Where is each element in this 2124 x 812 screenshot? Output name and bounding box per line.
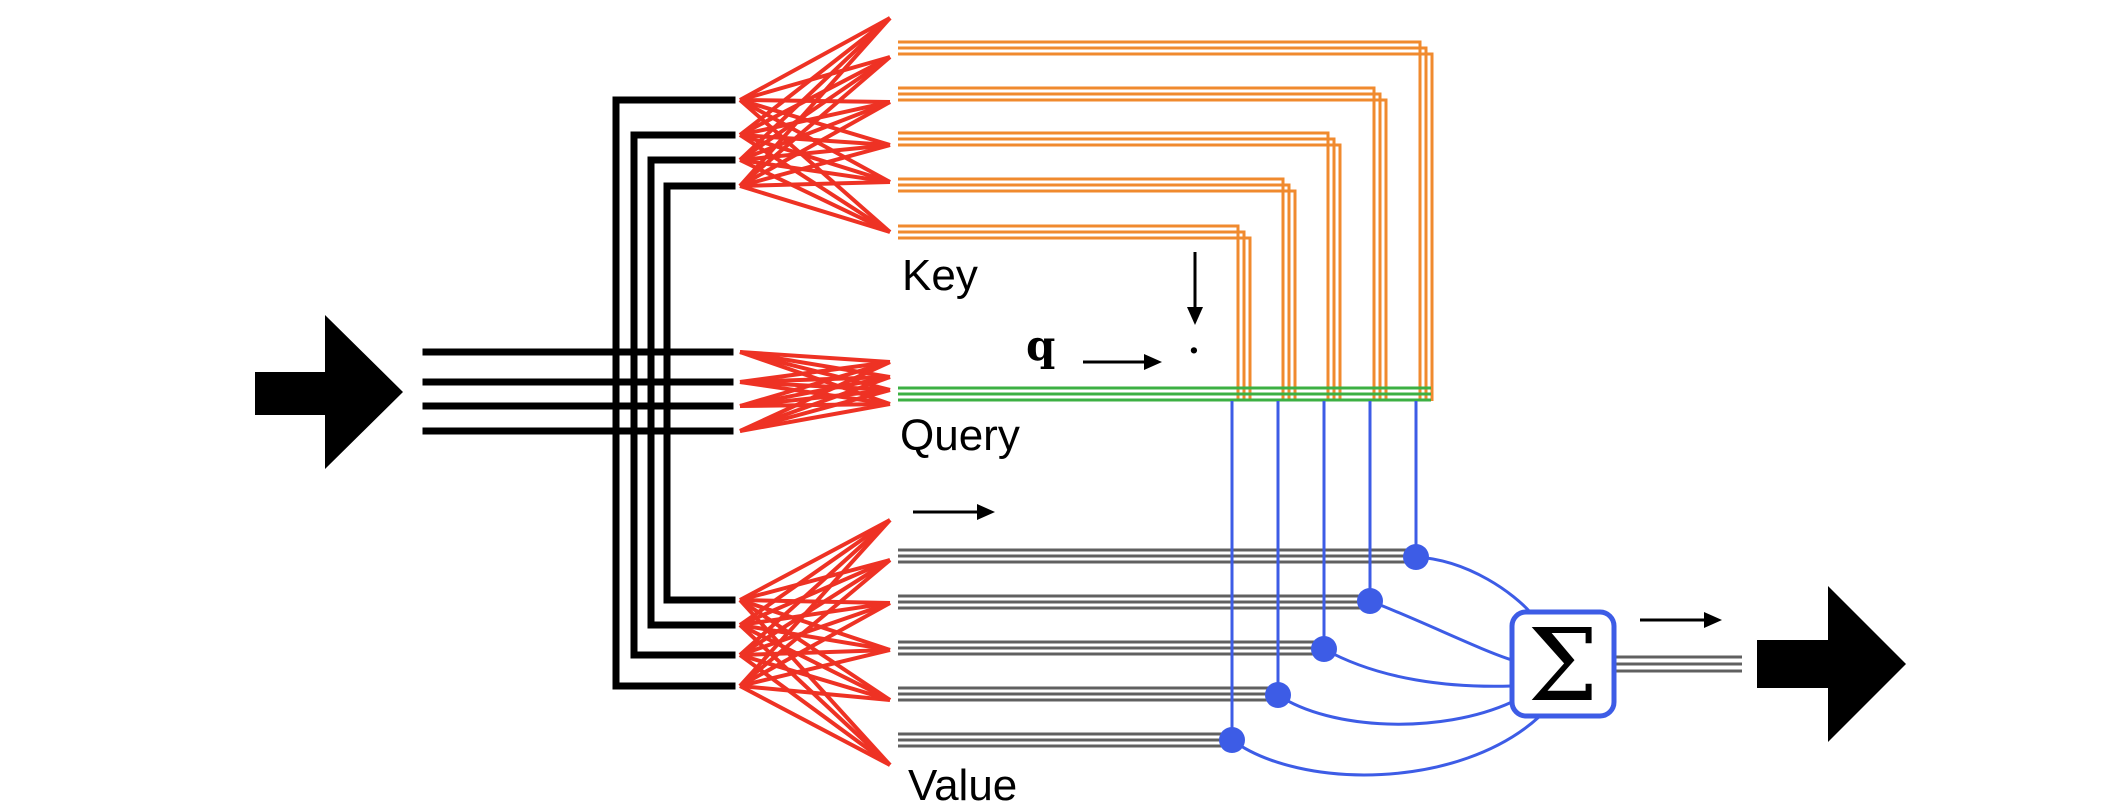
value-weight-line	[738, 518, 892, 688]
key-weight-line	[738, 55, 892, 188]
value-weight-line	[739, 558, 891, 602]
output-bundle	[1616, 655, 1742, 673]
key-weight-line	[739, 184, 891, 234]
attention-curve	[1369, 599, 1513, 662]
summation-icon: Σ	[1528, 607, 1599, 724]
value-weight-line	[739, 684, 891, 767]
key-weight-line	[738, 16, 892, 188]
value-weight-line	[739, 558, 891, 627]
query-weight-line	[739, 402, 891, 433]
value-weight-line	[739, 648, 891, 688]
key-bundle-line	[898, 143, 1342, 401]
key-bundle-line	[898, 236, 1252, 401]
attention-nodes	[1219, 544, 1429, 753]
output-arrow-icon	[1757, 586, 1906, 742]
query-projection	[739, 350, 891, 433]
key-bundle-line	[898, 224, 1240, 401]
attention-node	[1265, 682, 1291, 708]
value-weight-line	[738, 558, 892, 688]
attention-node	[1357, 588, 1383, 614]
key-bundle-line	[898, 189, 1297, 401]
query-label: Query	[900, 411, 1020, 460]
small-arrows	[913, 252, 1722, 628]
key-bundle-line	[898, 86, 1376, 401]
key-bundle-line	[898, 177, 1285, 401]
key-projection	[738, 16, 892, 234]
query-right-arrow-head	[1144, 354, 1162, 370]
key-weight-line	[739, 16, 891, 102]
key-bundle-line	[898, 230, 1246, 401]
key-route-line	[630, 131, 736, 406]
key-weight-line	[738, 16, 892, 162]
key-weight-line	[739, 100, 891, 137]
summation-box	[1509, 609, 1617, 719]
dot-product-symbol: ·	[1188, 331, 1200, 371]
attention-node	[1219, 727, 1245, 753]
query-symbol: q	[1026, 321, 1055, 370]
key-weight-line	[739, 180, 891, 188]
key-bundles	[898, 40, 1434, 401]
key-route-line	[647, 156, 736, 406]
value-arrow-head	[977, 504, 995, 520]
key-bundle-line	[898, 52, 1434, 401]
value-weight-line	[739, 601, 891, 688]
key-weight-line	[739, 100, 891, 162]
attention-curve	[1323, 647, 1513, 688]
query-weight-line	[739, 360, 891, 408]
query-weight-line	[739, 360, 891, 384]
input-lines	[422, 96, 736, 690]
key-bundle-line	[898, 40, 1422, 401]
value-weight-line	[738, 518, 892, 627]
key-weight-line	[739, 143, 891, 188]
attention-node	[1403, 544, 1429, 570]
value-label: Value	[908, 761, 1017, 810]
value-weight-line	[739, 601, 891, 627]
attention-weights	[1230, 401, 1542, 777]
value-weight-line	[738, 598, 892, 702]
value-route-line	[630, 398, 736, 659]
value-route-line	[663, 398, 736, 604]
key-weight-line	[738, 16, 892, 137]
key-bundle-line	[898, 98, 1388, 401]
attention-curve	[1415, 555, 1532, 613]
value-weight-line	[739, 518, 891, 602]
query-weight-line	[739, 360, 891, 433]
attention-curve	[1231, 714, 1542, 777]
value-projection	[738, 518, 892, 767]
key-bundle-line	[898, 137, 1336, 401]
attention-node	[1311, 636, 1337, 662]
key-route-line	[663, 182, 736, 406]
output-small-arrow-head	[1704, 612, 1722, 628]
value-weight-line	[739, 601, 891, 657]
key-bundle-line	[898, 46, 1428, 401]
key-label: Key	[902, 251, 978, 300]
key-weight-line	[739, 55, 891, 137]
value-route-line	[647, 398, 736, 629]
key-weight-line	[738, 55, 892, 162]
value-weight-line	[738, 558, 892, 657]
query-weight-line	[739, 350, 891, 364]
value-weight-line	[739, 648, 891, 657]
key-bundle-line	[898, 92, 1382, 401]
key-weight-line	[739, 100, 891, 188]
input-arrow-icon	[255, 315, 403, 469]
key-bundle-line	[898, 131, 1330, 401]
key-down-arrow-head	[1187, 307, 1203, 325]
key-route-line	[612, 96, 736, 406]
query-weight-line	[739, 375, 891, 408]
value-weight-line	[739, 623, 891, 652]
value-route-line	[612, 398, 736, 690]
query-weight-line	[739, 375, 891, 433]
key-bundle-line	[898, 183, 1291, 401]
query-weight-line	[739, 375, 891, 384]
query-bundle	[898, 386, 1431, 402]
value-weight-line	[739, 684, 891, 702]
value-bundles	[898, 548, 1412, 748]
value-weight-line	[738, 518, 892, 657]
query-weight-line	[739, 388, 891, 433]
attention-curve	[1277, 693, 1513, 726]
